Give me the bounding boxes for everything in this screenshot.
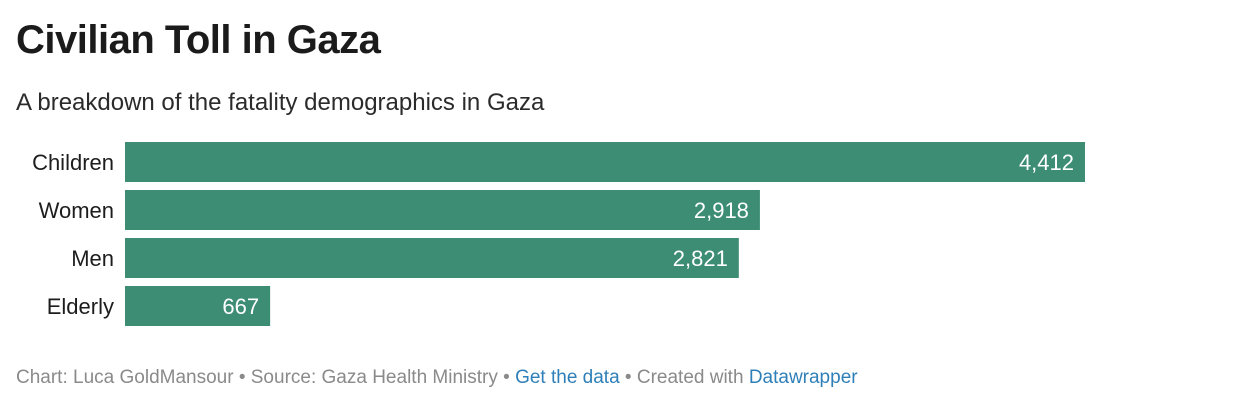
category-label-women: Women (39, 198, 114, 223)
value-label-elderly: 667 (222, 294, 259, 319)
chart-title: Civilian Toll in Gaza (16, 18, 381, 62)
category-label-elderly: Elderly (47, 294, 114, 319)
value-label-women: 2,918 (694, 198, 749, 223)
bar-chart: Children 4,412 Women 2,918 Men 2,821 Elderly 66… (32, 142, 1085, 326)
category-label-children: Children (32, 150, 114, 175)
value-label-children: 4,412 (1019, 150, 1074, 175)
chart-footer: Chart: Luca GoldMansour • Source: Gaza H… (16, 367, 858, 389)
value-label-men: 2,821 (673, 246, 728, 271)
bar-men (125, 238, 739, 278)
category-label-men: Men (71, 246, 114, 271)
footer-credits: Chart: Luca GoldMansour • Source: Gaza H… (16, 367, 516, 388)
bar-children (125, 142, 1085, 182)
bar-women (125, 190, 760, 230)
footer-created-with: • Created with (619, 367, 749, 388)
datawrapper-link[interactable]: Datawrapper (748, 367, 858, 388)
chart-subtitle: A breakdown of the fatality demographics… (16, 89, 545, 116)
bar-elderly (125, 286, 271, 326)
get-the-data-link[interactable]: Get the data (515, 367, 620, 388)
